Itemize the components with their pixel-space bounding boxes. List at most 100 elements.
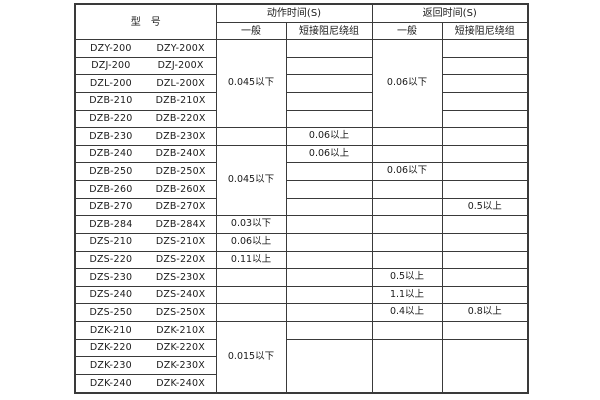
return-damping-cell [441, 127, 529, 146]
return-damping-cell [441, 56, 529, 76]
table-row: DZS-250 DZS-250X 0.4以上 0.8以上 [74, 303, 529, 322]
model-name: DZS-230X [155, 271, 206, 283]
table-row: DZS-230 DZS-230X 0.5以上 [74, 268, 529, 287]
model-name: DZB-260X [155, 183, 206, 195]
table-row: DZB-250 DZB-250X 0.06以下 [74, 162, 529, 181]
model-name: DZK-230 [89, 359, 132, 371]
model-cell: DZK-210 DZK-210X [74, 321, 217, 340]
return-general-cell: 0.5以上 [371, 268, 443, 287]
table-row: DZS-240 DZS-240X 1.1以上 [74, 285, 529, 305]
action-general-cell: 0.03以下 [215, 215, 287, 234]
table-row: DZB-260 DZB-260X [74, 180, 529, 199]
return-damping-cell [441, 144, 529, 164]
model-name: DZS-240 [89, 289, 133, 301]
return-damping-cell: 0.5以上 [441, 197, 529, 217]
model-name: DZB-270X [155, 201, 206, 213]
model-name: DZS-220X [155, 254, 206, 266]
table-row: DZB-230 DZB-230X 0.06以上 [74, 127, 529, 146]
return-general-cell [371, 250, 443, 270]
model-column-header: 型 号 [74, 3, 217, 40]
return-general-cell [371, 180, 443, 199]
action-damping-cell [285, 303, 373, 322]
table-row: DZL-200 DZL-200X [74, 74, 529, 93]
table-row: DZS-220 DZS-220X 0.11以上 [74, 250, 529, 270]
model-cell: DZY-200 DZY-200X [74, 39, 217, 58]
table-header: 型 号 动作时间(S) 返回时间(S) 一般 短接阻尼绕组 一般 短接阻尼绕组 [74, 3, 529, 40]
action-general-cell [215, 268, 287, 287]
action-general-cell [215, 285, 287, 305]
return-general-cell: 0.06以下 [371, 162, 443, 181]
return-damping-cell [441, 162, 529, 181]
action-damping-cell [285, 250, 373, 270]
table-row: DZK-210 DZK-210X 0.015以下 [74, 321, 529, 394]
action-damping-cell [285, 215, 373, 234]
return-general-cell [371, 338, 443, 394]
return-damping-cell [441, 74, 529, 93]
return-damping-cell [441, 338, 529, 394]
return-general-header: 一般 [371, 22, 443, 40]
action-damping-cell [285, 321, 373, 340]
table-row: DZB-220 DZB-220X [74, 109, 529, 129]
table-row: DZB-270 DZB-270X 0.5以上 [74, 197, 529, 217]
model-cell: DZS-230 DZS-230X [74, 268, 217, 287]
model-name: DZB-210 [89, 95, 133, 107]
table-row: DZK-240 DZK-240X [74, 373, 528, 394]
model-cell: DZL-200 DZL-200X [74, 74, 217, 93]
return-general-cell [371, 232, 443, 252]
model-name: DZB-220 [89, 113, 133, 125]
model-name: DZB-250X [155, 165, 206, 177]
model-name: DZK-220X [156, 342, 205, 354]
model-cell: DZS-210 DZS-210X [74, 232, 217, 252]
action-general-cell: 0.015以下 [215, 321, 287, 394]
model-cell: DZS-220 DZS-220X [74, 250, 217, 270]
model-name: DZS-250 [89, 306, 133, 318]
model-name: DZK-240 [89, 377, 132, 389]
action-damping-cell: 0.06以上 [285, 127, 373, 146]
action-damping-cell [285, 56, 373, 76]
return-damping-cell [441, 109, 529, 129]
model-cell: DZB-250 DZB-250X [74, 162, 217, 181]
model-cell: DZK-220 DZK-220X [74, 338, 217, 358]
action-damping-cell [285, 109, 373, 129]
model-name: DZK-230X [156, 359, 205, 371]
model-name: DZK-220 [89, 342, 132, 354]
action-general-cell [215, 127, 287, 146]
model-name: DZK-240X [156, 377, 205, 389]
model-cell: DZB-260 DZB-260X [74, 180, 217, 199]
model-cell: DZS-250 DZS-250X [74, 303, 217, 322]
model-name: DZB-284 [89, 218, 133, 230]
return-damping-cell [441, 285, 529, 305]
return-damping-cell [441, 268, 529, 287]
model-name: DZB-240X [155, 148, 206, 160]
return-damping-cell [441, 39, 529, 58]
return-general-cell: 0.4以上 [371, 303, 443, 322]
model-name: DZJ-200 [91, 60, 131, 72]
model-cell: DZB-220 DZB-220X [74, 109, 217, 129]
model-name: DZB-270 [89, 201, 133, 213]
return-damping-cell [441, 215, 529, 234]
table-row: DZB-210 DZB-210X [74, 91, 529, 111]
return-damping-cell [441, 91, 529, 111]
action-damping-cell [285, 232, 373, 252]
action-damping-header: 短接阻尼绕组 [285, 22, 373, 40]
return-damping-cell: 0.8以上 [441, 303, 529, 322]
model-name: DZL-200X [156, 77, 205, 89]
action-general-cell: 0.06以上 [215, 232, 287, 252]
action-general-cell [215, 303, 287, 322]
model-name: DZS-250X [155, 306, 206, 318]
table-row: DZK-230 DZK-230X [74, 356, 528, 375]
model-name: DZB-260 [89, 183, 133, 195]
model-cell: DZS-240 DZS-240X [74, 285, 217, 305]
model-name: DZS-230 [89, 271, 133, 283]
model-name: DZY-200 [90, 42, 132, 54]
model-cell: DZK-240 DZK-240X [74, 373, 217, 394]
model-name: DZY-200X [156, 42, 205, 54]
return-damping-cell [441, 232, 529, 252]
model-name: DZB-210X [155, 95, 206, 107]
table-row: DZK-220 DZK-220X [74, 338, 529, 394]
table-row: DZJ-200 DZJ-200X [74, 56, 529, 76]
model-name: DZB-240 [89, 148, 133, 160]
model-cell: DZB-270 DZB-270X [74, 197, 217, 217]
model-name: DZS-220 [89, 254, 133, 266]
